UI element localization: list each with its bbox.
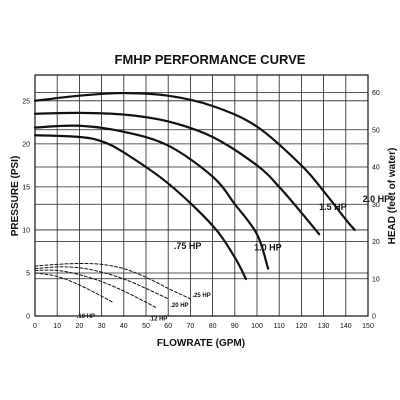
- x-tick-label: 90: [231, 323, 239, 330]
- y-tick-label: 20: [22, 141, 30, 148]
- series-line-10-hp-hp: [34, 272, 114, 303]
- series-line-12-hp-hp: [34, 269, 158, 309]
- series-label-12-hp-hp: .12 HP: [149, 316, 167, 322]
- y-tick-label: 25: [22, 98, 30, 105]
- y2-tick-label: 40: [372, 165, 380, 172]
- x-tick-label: 120: [296, 323, 308, 330]
- series-label-10-hp-hp: .10 HP: [77, 314, 95, 320]
- series-labels: 2.0 HP 1.5 HP 1.0 HP .75 HP .25 HP .20 HP .12 …: [77, 194, 390, 322]
- series-label-2-0-hp-hp: 2.0 HP: [363, 194, 391, 204]
- series-line-75-hp-hp: [33, 134, 247, 281]
- tick-labels: 0 10 20 30 40 50 60 70 80 90 100 110 120 130 140 150051…: [22, 90, 380, 330]
- x-tick-label: 20: [76, 323, 84, 330]
- y-tick-label: 15: [22, 184, 30, 191]
- y2-tick-label: 20: [372, 239, 380, 246]
- series-label-75-hp-hp: .75 HP: [174, 241, 202, 251]
- grid: [34, 75, 369, 317]
- series-label-1-0-hp-hp: 1.0 HP: [254, 243, 282, 253]
- y-tick-label: 0: [26, 314, 30, 321]
- plot-frame: [34, 74, 369, 317]
- y2-tick-label: 60: [372, 90, 380, 97]
- y-axis-title: PRESSURE (PSI): [10, 156, 21, 237]
- y2-tick-label: 10: [372, 276, 380, 283]
- y-tick-label: 10: [22, 227, 30, 234]
- series-line-1-0-hp-hp: [33, 124, 270, 270]
- x-tick-label: 30: [98, 323, 106, 330]
- y-tick-label: 5: [26, 270, 30, 277]
- series-label-1-5-hp-hp: 1.5 HP: [319, 202, 347, 212]
- x-tick-label: 130: [318, 323, 330, 330]
- series-lines: [33, 91, 356, 309]
- x-axis-title: FLOWRATE (GPM): [157, 338, 245, 349]
- series-line-20-hp-hp: [34, 266, 169, 300]
- x-tick-label: 40: [120, 323, 128, 330]
- x-tick-label: 0: [33, 323, 37, 330]
- y2-axis-title: HEAD (feet of water): [387, 148, 398, 245]
- series-label-25-hp-hp: .25 HP: [192, 293, 210, 299]
- x-tick-label: 110: [274, 323, 285, 330]
- series-line-1-5-hp-hp: [33, 111, 321, 236]
- y2-tick-label: 50: [372, 127, 380, 134]
- series-line-2-0-hp-hp: [33, 91, 356, 232]
- x-tick-label: 50: [142, 323, 150, 330]
- x-tick-label: 80: [209, 323, 217, 330]
- y2-tick-label: 30: [372, 202, 380, 209]
- x-tick-label: 100: [251, 323, 263, 330]
- y2-tick-label: 0: [372, 314, 376, 321]
- x-tick-label: 140: [340, 323, 352, 330]
- x-tick-label: 150: [362, 323, 374, 330]
- series-label-20-hp-hp: .20 HP: [170, 303, 188, 309]
- series-line-25-hp-hp: [34, 262, 191, 300]
- chart-title: FMHP PERFORMANCE CURVE: [115, 52, 306, 67]
- x-tick-label: 60: [164, 323, 172, 330]
- x-tick-label: 70: [187, 323, 195, 330]
- x-tick-label: 10: [53, 323, 61, 330]
